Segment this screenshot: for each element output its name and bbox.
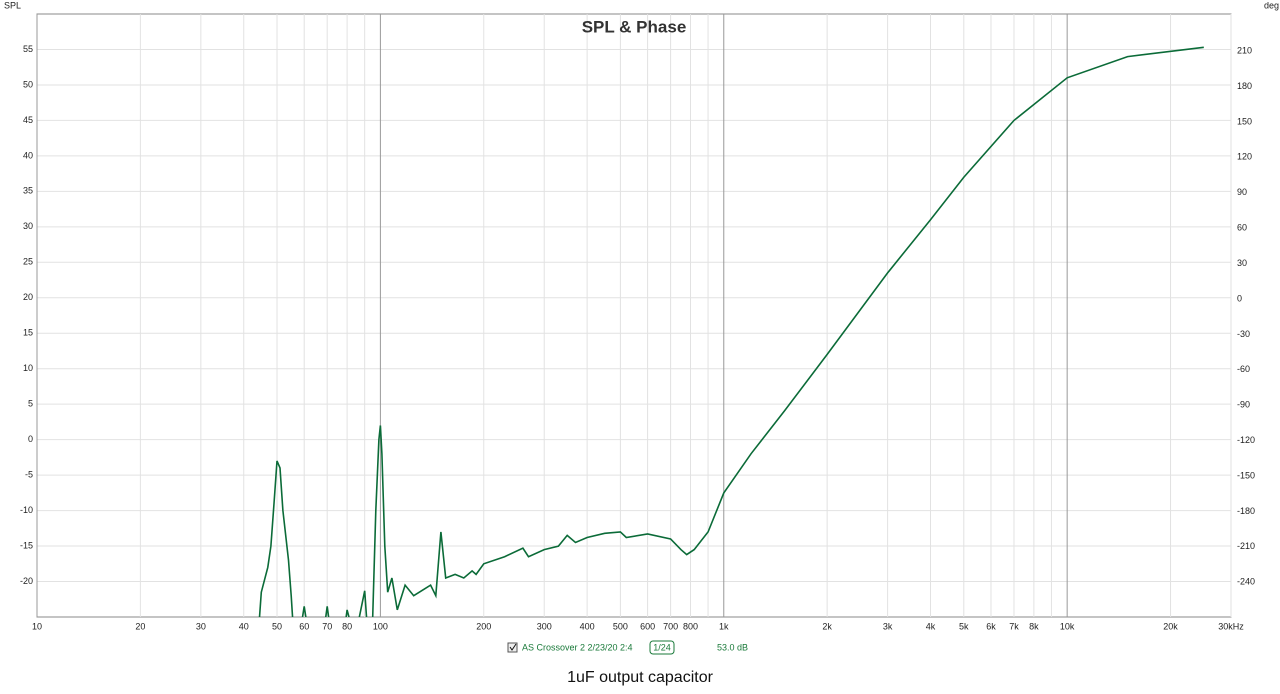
- y-tick-label: 45: [23, 115, 33, 125]
- x-tick-label: 5k: [959, 621, 969, 631]
- y2-tick-label: -150: [1237, 470, 1255, 480]
- y2-tick-label: 150: [1237, 116, 1252, 126]
- y2-tick-label: 120: [1237, 152, 1252, 162]
- plot-area: [36, 13, 1232, 618]
- y2-tick-label: 90: [1237, 187, 1247, 197]
- smoothing: 1/24: [653, 642, 671, 652]
- y2-tick-label: -210: [1237, 541, 1255, 551]
- x-tick-label: 30: [196, 621, 206, 631]
- y-tick-label: 35: [23, 186, 33, 196]
- x-tick-label: 60: [299, 621, 309, 631]
- y2-tick-label: 0: [1237, 293, 1242, 303]
- x-tick-label: 7k: [1009, 621, 1019, 631]
- y-tick-label: -20: [20, 576, 33, 586]
- y-tick-label: 5: [28, 399, 33, 409]
- x-tick-label: 10: [32, 621, 42, 631]
- check-mark: [509, 643, 517, 651]
- x-tick-label: 6k: [986, 621, 996, 631]
- y-tick-label: -5: [25, 469, 33, 479]
- x-tick-label: 700: [663, 621, 678, 631]
- y2-axis-label: deg: [1264, 0, 1279, 10]
- y-tick-label: 40: [23, 150, 33, 160]
- x-tick-label: 1k: [719, 621, 729, 631]
- x-tick-label: 2k: [822, 621, 832, 631]
- y2-tick-label: -180: [1237, 506, 1255, 516]
- y-axis-label: SPL: [4, 0, 21, 10]
- y-tick-label: 20: [23, 292, 33, 302]
- x-tick-label: 20k: [1163, 621, 1178, 631]
- caption: 1uF output capacitor: [567, 669, 714, 686]
- x-tick-label: 400: [580, 621, 595, 631]
- y2-tick-label: 60: [1237, 223, 1247, 233]
- x-tick-label: 200: [476, 621, 491, 631]
- y-tick-label: 50: [23, 79, 33, 89]
- chart-title: SPL & Phase: [582, 17, 687, 36]
- y2-tick-label: -30: [1237, 329, 1250, 339]
- x-tick-label: 600: [640, 621, 655, 631]
- y-tick-label: 15: [23, 328, 33, 338]
- y-tick-label: 55: [23, 44, 33, 54]
- y2-tick-label: -120: [1237, 435, 1255, 445]
- x-tick-label: 100: [373, 621, 388, 631]
- y-tick-label: 30: [23, 221, 33, 231]
- y2-tick-label: 30: [1237, 258, 1247, 268]
- legend-checkbox[interactable]: [507, 642, 518, 653]
- grid: [36, 14, 1232, 617]
- x-tick-label: 8k: [1029, 621, 1039, 631]
- smoothing-box[interactable]: [649, 640, 675, 655]
- data-line: [258, 46, 1204, 617]
- y2-tick-label: -90: [1237, 400, 1250, 410]
- y2-tick-label: 210: [1237, 46, 1252, 56]
- x-tick-label: 70: [322, 621, 332, 631]
- y2-tick-label: -60: [1237, 364, 1250, 374]
- y-tick-label: 25: [23, 257, 33, 267]
- y2-tick-label: 180: [1237, 81, 1252, 91]
- x-tick-label: 3k: [883, 621, 893, 631]
- x-tick-label: 800: [683, 621, 698, 631]
- y-tick-label: -10: [20, 505, 33, 515]
- x-tick-label: 50: [272, 621, 282, 631]
- y-tick-label: 0: [28, 434, 33, 444]
- x-tick-label: 10k: [1060, 621, 1075, 631]
- legend-label: AS Crossover 2 2/23/20 2:4: [522, 642, 633, 652]
- x-tick-label: 4k: [926, 621, 936, 631]
- x-tick-label: 500: [613, 621, 628, 631]
- level: 53.0 dB: [717, 642, 748, 652]
- x-tick-label: 30kHz: [1218, 621, 1244, 631]
- x-tick-label: 80: [342, 621, 352, 631]
- y-tick-label: 10: [23, 363, 33, 373]
- y-tick-label: -15: [20, 540, 33, 550]
- x-tick-label: 300: [537, 621, 552, 631]
- x-tick-label: 20: [135, 621, 145, 631]
- x-tick-label: 40: [239, 621, 249, 631]
- y2-tick-label: -240: [1237, 577, 1255, 587]
